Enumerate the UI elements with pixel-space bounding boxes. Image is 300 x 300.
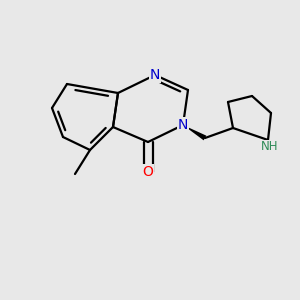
Text: NH: NH bbox=[261, 140, 278, 153]
Text: N: N bbox=[150, 68, 160, 82]
Polygon shape bbox=[183, 125, 206, 140]
Text: N: N bbox=[178, 118, 188, 132]
Text: O: O bbox=[142, 165, 153, 179]
